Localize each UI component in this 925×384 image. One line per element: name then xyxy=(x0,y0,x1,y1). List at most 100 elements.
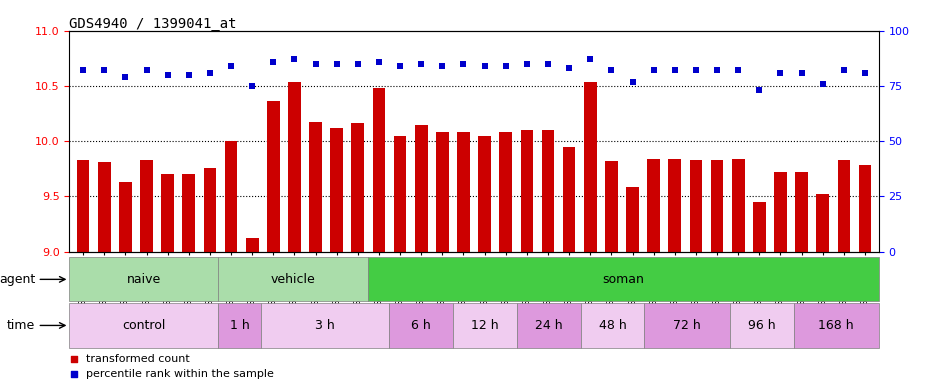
Point xyxy=(118,74,133,80)
Text: agent: agent xyxy=(0,273,35,286)
Bar xyxy=(562,147,575,252)
Point xyxy=(477,63,492,69)
Bar xyxy=(732,159,745,252)
Point xyxy=(67,371,81,377)
Bar xyxy=(415,124,427,252)
Bar xyxy=(352,124,364,252)
Point xyxy=(456,61,471,67)
Point xyxy=(67,356,81,362)
Bar xyxy=(267,101,279,252)
Bar xyxy=(182,174,195,252)
Bar xyxy=(645,303,730,348)
Text: 96 h: 96 h xyxy=(747,319,775,332)
Point xyxy=(709,68,724,74)
Bar xyxy=(626,187,639,252)
Bar xyxy=(794,303,879,348)
Text: 1 h: 1 h xyxy=(230,319,250,332)
Point xyxy=(245,83,260,89)
Point xyxy=(857,70,872,76)
Point xyxy=(203,70,217,76)
Bar xyxy=(837,160,850,252)
Bar xyxy=(161,174,174,252)
Text: naive: naive xyxy=(127,273,161,286)
Bar xyxy=(261,303,388,348)
Point xyxy=(795,70,809,76)
Text: transformed count: transformed count xyxy=(85,354,190,364)
Point xyxy=(583,56,598,63)
Bar xyxy=(119,182,131,252)
Point xyxy=(815,81,830,87)
Text: soman: soman xyxy=(602,273,644,286)
Bar xyxy=(77,160,90,252)
Text: 24 h: 24 h xyxy=(535,319,562,332)
Text: vehicle: vehicle xyxy=(271,273,315,286)
Point xyxy=(139,68,154,74)
Bar xyxy=(309,122,322,252)
Bar xyxy=(436,132,449,252)
Bar xyxy=(753,202,766,252)
Point xyxy=(668,68,683,74)
Point xyxy=(561,65,576,71)
Text: GDS4940 / 1399041_at: GDS4940 / 1399041_at xyxy=(69,17,237,31)
Point xyxy=(393,63,408,69)
Text: 168 h: 168 h xyxy=(819,319,854,332)
Bar xyxy=(457,132,470,252)
Bar xyxy=(388,303,452,348)
Point xyxy=(351,61,365,67)
Bar xyxy=(581,303,645,348)
Bar xyxy=(584,81,597,252)
Bar xyxy=(204,168,216,252)
Point xyxy=(731,68,746,74)
Point xyxy=(435,63,450,69)
Point xyxy=(97,68,112,74)
Bar xyxy=(605,161,618,252)
Bar xyxy=(478,136,491,252)
Bar xyxy=(330,128,343,252)
Point xyxy=(160,72,175,78)
Text: percentile rank within the sample: percentile rank within the sample xyxy=(85,369,274,379)
Bar xyxy=(796,172,808,252)
Bar xyxy=(218,303,261,348)
Bar xyxy=(858,166,871,252)
Bar xyxy=(452,303,517,348)
Point xyxy=(540,61,555,67)
Bar xyxy=(521,130,533,252)
Bar xyxy=(225,141,238,252)
Point xyxy=(752,87,767,93)
Text: control: control xyxy=(122,319,166,332)
Bar xyxy=(648,159,660,252)
Bar xyxy=(730,303,794,348)
Bar xyxy=(373,88,386,252)
Point xyxy=(265,59,280,65)
Point xyxy=(688,68,703,74)
Bar xyxy=(246,238,258,252)
Point xyxy=(372,59,387,65)
Point xyxy=(224,63,239,69)
Text: 48 h: 48 h xyxy=(598,319,626,332)
Point xyxy=(836,68,851,74)
Point xyxy=(308,61,323,67)
Bar xyxy=(710,160,723,252)
Bar xyxy=(218,257,367,301)
Point xyxy=(287,56,302,63)
Bar xyxy=(141,160,153,252)
Bar xyxy=(394,136,406,252)
Point xyxy=(604,68,619,74)
Bar xyxy=(690,160,702,252)
Point xyxy=(520,61,535,67)
Bar xyxy=(500,132,512,252)
Point xyxy=(499,63,513,69)
Bar xyxy=(517,303,581,348)
Bar xyxy=(288,81,301,252)
Point xyxy=(329,61,344,67)
Bar xyxy=(367,257,879,301)
Point xyxy=(773,70,788,76)
Text: 3 h: 3 h xyxy=(315,319,335,332)
Text: 72 h: 72 h xyxy=(673,319,701,332)
Bar xyxy=(98,162,111,252)
Bar xyxy=(817,194,829,252)
Bar xyxy=(69,257,218,301)
Bar xyxy=(69,303,218,348)
Bar xyxy=(542,130,554,252)
Point xyxy=(413,61,428,67)
